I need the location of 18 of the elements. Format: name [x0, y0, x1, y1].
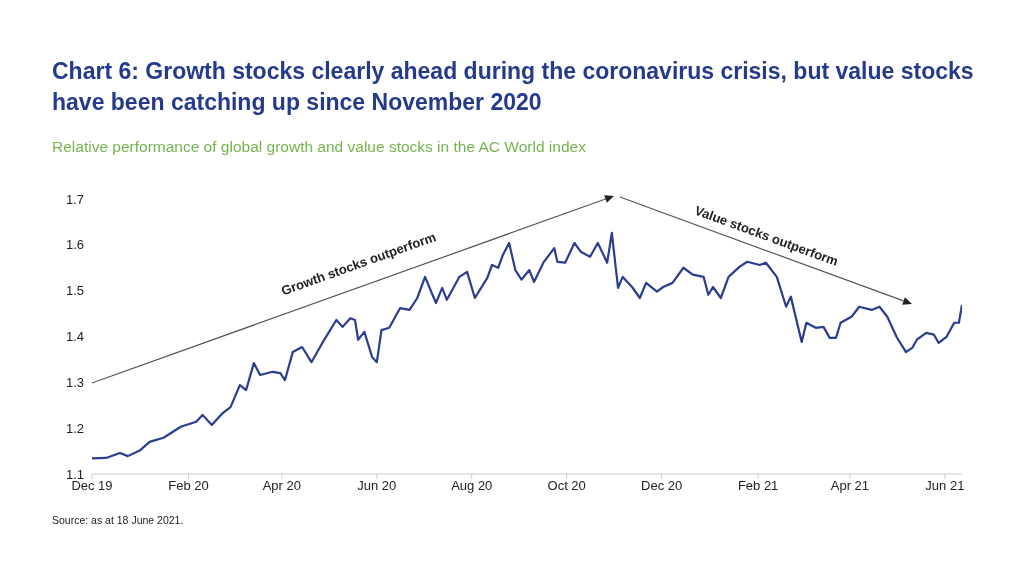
x-tick-label: Jun 20	[357, 478, 397, 494]
x-tick-label: Apr 20	[262, 478, 302, 494]
y-tick-label: 1.4	[65, 329, 84, 345]
source-note: Source: as at 18 June 2021.	[52, 514, 184, 526]
x-tick-label: Dec 20	[641, 478, 683, 494]
x-tick-label: Feb 21	[737, 478, 779, 494]
x-tick-label: Jun 21	[925, 478, 965, 494]
x-tick-label: Apr 21	[830, 478, 870, 494]
x-tick-label: Feb 20	[168, 478, 209, 494]
y-tick-label: 1.5	[65, 283, 84, 299]
y-tick-label: 1.2	[65, 420, 84, 436]
x-tick-label: Aug 20	[451, 478, 493, 494]
y-tick-label: 1.6	[65, 237, 84, 253]
y-tick-label: 1.7	[65, 191, 84, 207]
x-tick-label: Oct 20	[547, 478, 586, 494]
chart-subtitle: Relative performance of global growth and value stocks in the AC World index	[52, 138, 586, 156]
chart-title: Chart 6: Growth stocks clearly ahead during the coronavirus crisis, but value stocks have been catching up since November 2020	[52, 57, 975, 117]
y-tick-label: 1.3	[65, 374, 84, 390]
